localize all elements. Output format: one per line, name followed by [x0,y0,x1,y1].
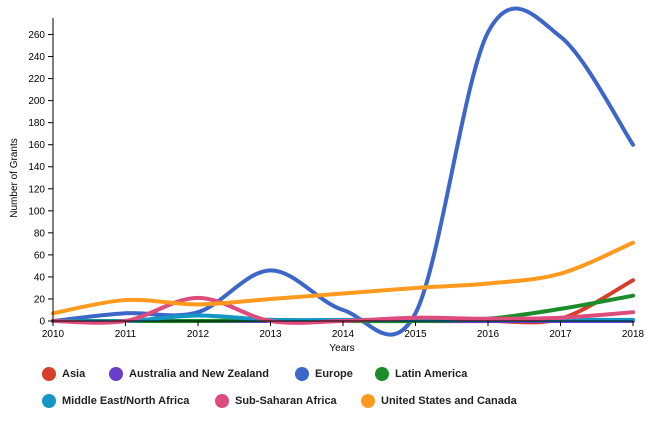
legend-label-united-states-and-canada: United States and Canada [381,394,517,407]
x-tick-label: 2017 [549,329,572,340]
legend-swatch-latin-america [375,366,389,381]
line-chart: 0 20 40 60 80 100 120 140 160 180 200 220 240 260 2010… [9,6,645,354]
y-tick-label: 100 [28,206,45,217]
series-line-united-states-and-canada[interactable] [51,240,635,316]
y-tick-label: 80 [34,228,46,239]
legend-item-latin-america[interactable]: Latin America [375,366,468,381]
x-tick-label: 2011 [115,329,137,340]
y-tick-label: 260 [28,30,45,41]
legend-swatch-asia [42,366,56,381]
legend-swatch-united-states-and-canada [361,393,375,408]
legend-item-sub-saharan-africa[interactable]: Sub-Saharan Africa [215,393,361,408]
x-tick-label: 2010 [42,329,65,340]
y-tick-label: 40 [34,272,46,283]
x-tick-label: 2018 [622,329,645,340]
legend-swatch-middle-east-north-africa [42,393,56,408]
y-axis-title: Number of Grants [9,138,20,217]
x-tick-label: 2014 [332,329,355,340]
legend-row: Asia Australia and New Zealand Europe La… [42,360,642,387]
legend-label-australia-and-new-zealand: Australia and New Zealand [129,367,269,380]
x-tick-label: 2012 [187,329,210,340]
x-tick-label: 2015 [404,329,427,340]
legend-item-australia-and-new-zealand[interactable]: Australia and New Zealand [109,366,295,381]
x-tick-label: 2013 [259,329,282,340]
x-tick-label: 2016 [477,329,500,340]
chart-axes: 0 20 40 60 80 100 120 140 160 180 200 220 240 260 2010… [28,18,645,340]
legend-swatch-australia-and-new-zealand [109,366,123,381]
chart-legend: Asia Australia and New Zealand Europe La… [42,360,642,414]
legend-swatch-europe [295,366,309,381]
y-tick-label: 160 [28,140,45,151]
y-tick-label: 60 [34,250,46,261]
legend-item-europe[interactable]: Europe [295,366,375,381]
legend-item-middle-east-north-africa[interactable]: Middle East/North Africa [42,393,215,408]
legend-label-asia: Asia [62,367,86,380]
legend-label-sub-saharan-africa: Sub-Saharan Africa [235,394,337,407]
legend-label-europe: Europe [315,367,353,380]
series-line-europe[interactable] [51,6,635,337]
y-tick-label: 120 [28,184,45,195]
legend-item-united-states-and-canada[interactable]: United States and Canada [361,393,517,408]
y-tick-label: 140 [28,162,45,173]
y-tick-label: 180 [28,118,45,129]
y-tick-label: 0 [39,317,45,328]
chart-series-layer [51,6,635,337]
y-tick-label: 220 [28,74,45,85]
legend-label-latin-america: Latin America [395,367,468,380]
y-tick-label: 20 [34,294,46,305]
x-axis-title: Years [329,343,354,354]
legend-row: Middle East/North Africa Sub-Saharan Afr… [42,387,642,414]
legend-item-asia[interactable]: Asia [42,366,109,381]
y-tick-label: 200 [28,96,45,107]
legend-swatch-sub-saharan-africa [215,393,229,408]
legend-label-middle-east-north-africa: Middle East/North Africa [62,394,190,407]
y-tick-label: 240 [28,52,45,63]
